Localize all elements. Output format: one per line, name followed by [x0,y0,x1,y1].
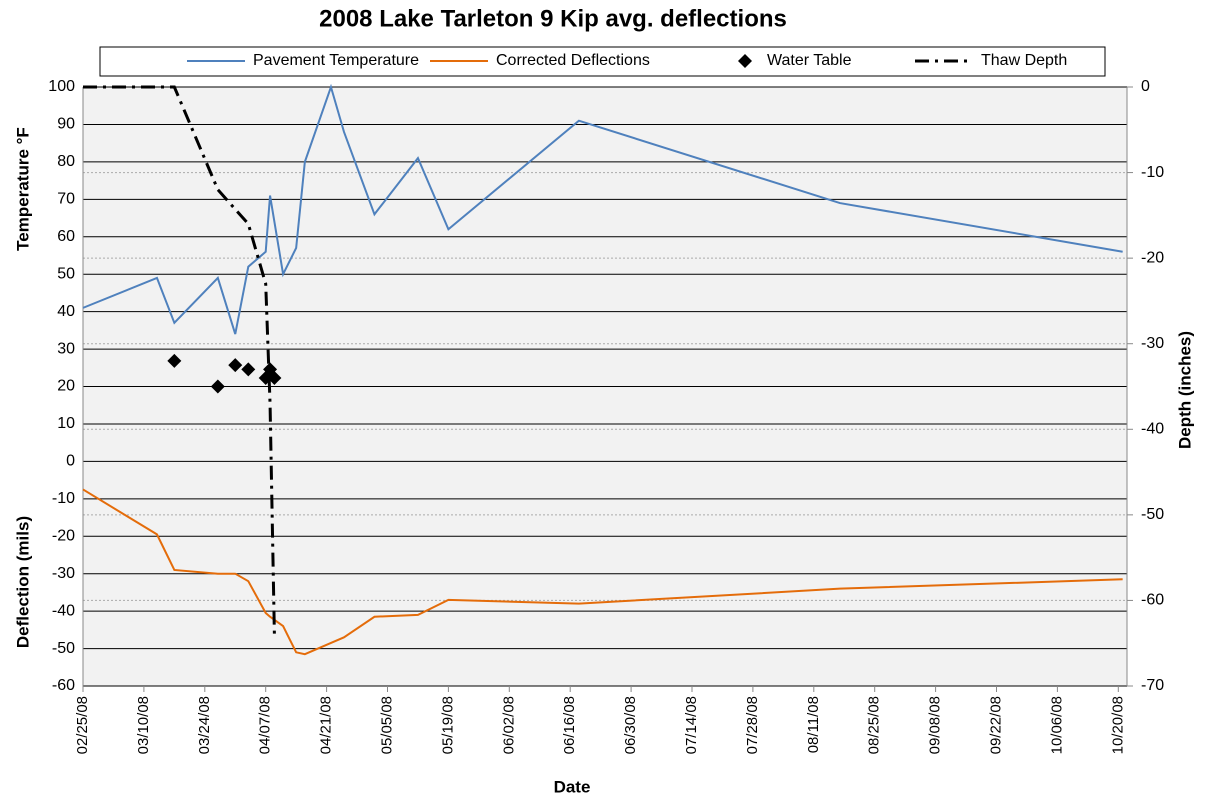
legend-label: Water Table [767,52,852,69]
x-tick-label: 05/19/08 [439,696,456,754]
y2-axis-label: Depth (inches) [1175,331,1194,449]
marker [241,362,256,377]
legend-label: Corrected Deflections [496,52,650,69]
y-tick-label: -50 [52,640,75,657]
x-tick-label: 06/16/08 [561,696,578,754]
x-axis-label: Date [554,777,591,796]
x-tick-label: 07/14/08 [683,696,700,754]
marker [228,358,243,373]
x-tick-label: 04/21/08 [318,696,335,754]
y-tick-label: 0 [66,453,75,470]
y-tick-label: 90 [57,116,75,133]
y2-tick-label: 0 [1141,78,1150,95]
y-tick-label: 30 [57,340,75,357]
x-tick-label: 02/25/08 [74,696,91,754]
legend-label: Thaw Depth [981,52,1067,69]
y-tick-label: 60 [57,228,75,245]
y-axis-label: Temperature °F [13,127,32,251]
series-line [82,83,1123,335]
x-tick-label: 03/24/08 [196,696,213,754]
x-tick-label: 03/10/08 [135,696,152,754]
series-line [83,85,276,635]
marker [267,370,282,385]
marker [210,379,225,394]
x-tick-label: 10/06/08 [1048,696,1065,754]
y2-tick-label: -60 [1141,592,1164,609]
marker [167,353,182,368]
y-tick-label: 40 [57,303,75,320]
y-tick-label: 80 [57,153,75,170]
x-tick-label: 10/20/08 [1109,696,1126,754]
y-tick-label: 10 [57,415,75,432]
x-tick-label: 08/25/08 [866,696,883,754]
marker [738,54,752,68]
chart-title: 2008 Lake Tarleton 9 Kip avg. deflection… [319,5,787,32]
y-tick-label: 20 [57,378,75,395]
y-tick-label: -20 [52,527,75,544]
y-tick-label: -30 [52,565,75,582]
x-tick-label: 09/08/08 [927,696,944,754]
legend-label: Pavement Temperature [253,52,419,69]
y-tick-label: -60 [52,677,75,694]
y2-tick-label: -40 [1141,421,1164,438]
y-tick-label: -40 [52,602,75,619]
y-tick-label: -10 [52,490,75,507]
x-tick-label: 06/30/08 [622,696,639,754]
y2-tick-label: -20 [1141,249,1164,266]
x-tick-label: 07/28/08 [744,696,761,754]
x-tick-label: 04/07/08 [257,696,274,754]
y-tick-label: 100 [48,78,75,95]
y-tick-label: 70 [57,191,75,208]
series-line [82,488,1123,656]
x-tick-label: 08/11/08 [805,696,822,753]
x-tick-label: 05/05/08 [378,696,395,754]
y2-tick-label: -50 [1141,506,1164,523]
y-tick-label: 50 [57,265,75,282]
x-tick-label: 09/22/08 [987,696,1004,754]
y-axis-label: Deflection (mils) [13,516,32,648]
x-tick-label: 06/02/08 [500,696,517,754]
y2-tick-label: -70 [1141,677,1164,694]
y2-tick-label: -10 [1141,164,1164,181]
y2-tick-label: -30 [1141,335,1164,352]
